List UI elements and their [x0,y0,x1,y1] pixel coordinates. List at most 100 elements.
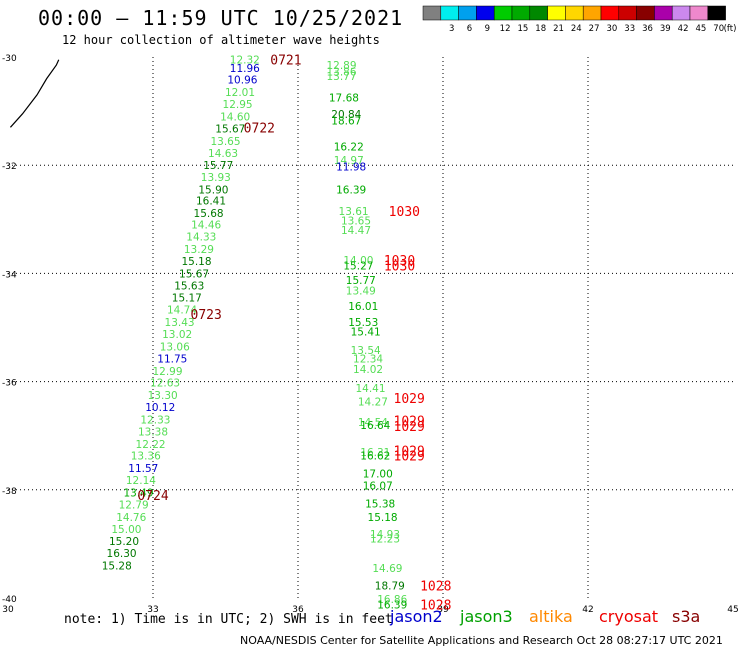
swh-value: 14.02 [353,364,383,376]
swh-value: 12.79 [119,499,149,511]
swh-value: 13.29 [184,244,214,256]
swh-value: 12.23 [370,533,400,545]
swh-value: 15.63 [174,280,204,292]
x-tick-label: 42 [582,605,593,615]
colorbar-label: 70 [713,24,724,34]
swh-value: 12.01 [225,87,255,99]
swh-value: 14.46 [191,220,221,232]
swh-value: 13.65 [341,215,371,227]
footer-note: note: 1) Time is in UTC; 2) SWH is in fe… [64,612,393,627]
legend-altika: altika [529,607,573,626]
swh-value: 13.43 [165,317,195,329]
swh-value: 20.84 [331,109,361,121]
swh-value: 14.47 [341,225,371,237]
swh-value: 17.68 [329,93,359,105]
swh-value: 12.34 [353,353,383,365]
pass-time-label: 1029 [394,392,425,407]
swh-value: 16.07 [363,480,393,492]
colorbar-swatch [547,5,566,21]
swh-value: 14.54 [358,417,388,429]
y-tick-label: -34 [2,270,17,280]
swh-value: 15.27 [343,260,373,272]
swh-value: 13.38 [138,426,168,438]
swh-value: 16.30 [107,548,137,560]
swh-value: 13.49 [123,488,153,500]
colorbar-label: 39 [660,24,671,34]
legend-s3a: s3a [672,607,701,626]
swh-value: 13.36 [131,451,161,463]
swh-value: 16.41 [196,195,226,207]
swh-value: 12.63 [150,378,180,390]
swh-value: 12.99 [152,366,182,378]
swh-value: 15.28 [102,561,132,573]
pass-time-label: 1028 [420,598,451,613]
x-tick-label: 33 [147,605,158,615]
colorbar-swatch [707,5,726,21]
swh-value: 13.30 [148,390,178,402]
swh-value: 14.00 [343,255,373,267]
swh-value: 12.32 [230,55,260,67]
pass-time-label: 1028 [420,580,451,595]
swh-value: 15.67 [179,268,209,280]
pass-time-label: 0723 [191,308,222,323]
swh-value: 14.74 [167,305,197,317]
colorbar-label: 45 [695,24,706,34]
swh-value: 15.68 [194,208,224,220]
swh-value: 14.69 [372,563,402,575]
colorbar-label: 21 [553,24,564,34]
swh-value: 14.76 [116,512,146,524]
colorbar-swatch [636,5,655,21]
colorbar-swatch [493,5,513,21]
page-title: 00:00 – 11:59 UTC 10/25/2021 [38,6,404,30]
legend-jason3: jason3 [460,607,513,626]
swh-value: 13.54 [351,345,381,357]
swh-value: 14.60 [220,112,250,124]
colorbar-swatch [582,5,602,21]
swh-value: 12.14 [126,475,156,487]
colorbar-label: 27 [589,24,600,34]
swh-value: 14.63 [208,148,238,160]
swh-value: 16.64 [360,420,390,432]
swh-value: 15.17 [172,293,202,305]
swh-value: 10.12 [145,402,175,414]
colorbar-label: 9 [485,24,490,34]
swh-value: 10.96 [227,75,257,87]
swh-value: 13.86 [326,67,356,79]
x-tick-label: 45 [727,605,738,615]
pass-time-label: 0724 [137,489,168,504]
pass-time-label: 1029 [394,415,425,430]
y-tick-label: -30 [2,54,17,64]
y-tick-label: -36 [2,379,17,389]
swh-value: 15.38 [365,498,395,510]
swh-value: 14.27 [358,397,388,409]
colorbar-swatch [654,5,673,21]
legend-jason2: jason2 [390,607,443,626]
colorbar-label: 33 [624,24,635,34]
pass-time-label: 1029 [394,444,425,459]
pass-time-label: 1030 [384,254,415,269]
colorbar-swatch [671,5,691,21]
swh-value: 11.98 [336,161,366,173]
swh-value: 13.65 [210,136,240,148]
swh-value: 14.41 [355,383,385,395]
colorbar-unit: (ft) [724,24,737,34]
swh-value: 16.31 [360,447,390,459]
colorbar-label: 30 [606,24,617,34]
pass-time-label: 1030 [384,259,415,274]
swh-value: 15.00 [111,524,141,536]
swh-value: 16.86 [377,594,407,606]
colorbar-label: 36 [642,24,653,34]
coastline [9,59,60,128]
swh-value: 15.67 [215,123,245,135]
swh-value: 16.39 [336,185,366,197]
swh-value: 15.77 [203,160,233,172]
pass-time-label: 1029 [394,420,425,435]
y-tick-label: -38 [2,487,17,497]
swh-value: 13.02 [162,329,192,341]
colorbar-swatch [458,5,477,21]
colorbar-label: 12 [500,24,511,34]
swh-value: 16.22 [334,141,364,153]
swh-value: 11.75 [157,353,187,365]
x-tick-label: 39 [437,605,449,615]
